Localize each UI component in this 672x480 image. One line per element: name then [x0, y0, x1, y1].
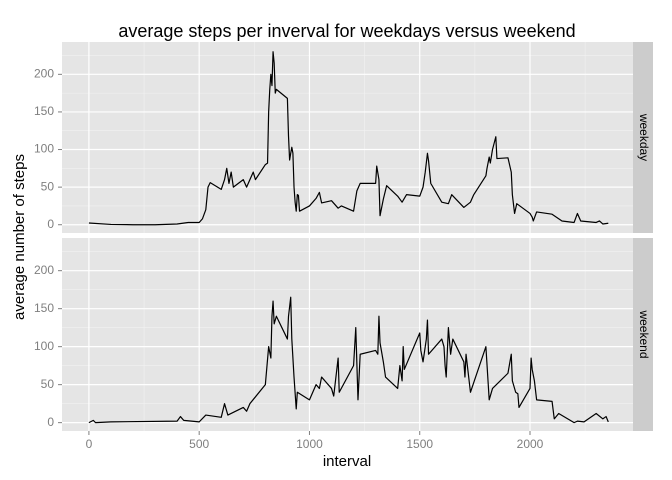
x-tick-label: 0 — [86, 437, 93, 451]
y-tick-label: 150 — [34, 301, 54, 315]
y-tick-label: 100 — [34, 142, 54, 156]
strip-background — [633, 238, 653, 431]
panel-background — [62, 42, 633, 233]
y-tick-label: 150 — [34, 104, 54, 118]
x-tick-label: 2000 — [517, 437, 544, 451]
panel-background — [62, 238, 633, 431]
y-tick-label: 100 — [34, 339, 54, 353]
y-tick-label: 50 — [41, 179, 55, 193]
x-axis-label: interval — [323, 453, 371, 470]
y-tick-label: 0 — [47, 415, 54, 429]
x-tick-label: 1500 — [406, 437, 433, 451]
strip-label: weekday — [637, 113, 651, 161]
strip-label: weekend — [637, 309, 651, 358]
chart-title: average steps per inverval for weekdays … — [118, 21, 575, 41]
line — [88, 296, 609, 424]
y-axis-label: average number of steps — [11, 154, 28, 320]
x-tick-label: 500 — [189, 437, 209, 451]
y-tick-label: 200 — [34, 67, 54, 81]
strip-background — [633, 42, 653, 233]
y-tick-label: 50 — [41, 377, 55, 391]
y-tick-label: 0 — [47, 217, 54, 231]
x-tick-label: 1000 — [296, 437, 323, 451]
line — [88, 51, 609, 226]
y-tick-label: 200 — [34, 263, 54, 277]
